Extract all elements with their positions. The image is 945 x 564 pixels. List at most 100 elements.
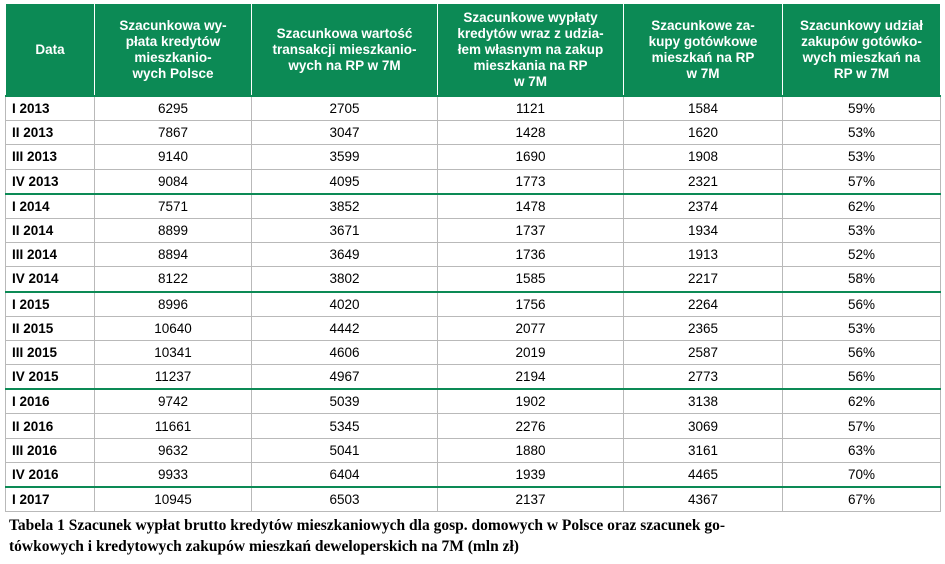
cell-transaction-value: 3599 (251, 144, 438, 170)
cell-transaction-value: 3047 (251, 120, 438, 146)
cell-cash-share: 70% (782, 462, 941, 488)
table-row: I 2014 7571 3852 1478 2374 62% (5, 192, 941, 219)
cell-loan-payouts: 7867 (94, 120, 252, 146)
cell-loan-payouts: 9140 (94, 144, 252, 170)
table-row: III 2016 9632 5041 1880 3161 63% (5, 438, 941, 463)
cell-cash-purchases: 1620 (623, 120, 783, 146)
cell-date: I 2015 (5, 290, 95, 317)
table-row: IV 2014 8122 3802 1585 2217 58% (5, 266, 941, 292)
cell-cash-share: 56% (782, 290, 941, 317)
cell-cash-purchases: 4367 (623, 486, 783, 513)
table-row: II 2013 7867 3047 1428 1620 53% (5, 120, 941, 146)
cell-transaction-value: 3802 (251, 266, 438, 292)
cell-cash-purchases: 2587 (623, 340, 783, 366)
table-row: I 2016 9742 5039 1902 3138 62% (5, 388, 941, 415)
header-date: Data (5, 3, 95, 97)
cell-date: I 2013 (5, 95, 95, 122)
cell-loan-payouts: 10945 (94, 486, 252, 513)
cell-cash-share: 59% (782, 95, 941, 122)
cell-cash-purchases: 2321 (623, 169, 783, 195)
cell-loan-payouts: 7571 (94, 192, 252, 219)
cell-date: II 2016 (5, 413, 95, 439)
cell-date: I 2017 (5, 486, 95, 513)
cell-transaction-value: 4442 (251, 316, 438, 341)
cell-date: II 2014 (5, 218, 95, 244)
cell-loan-with-own-share: 2276 (437, 413, 624, 439)
table-row: II 2016 11661 5345 2276 3069 57% (5, 413, 941, 439)
cell-transaction-value: 4606 (251, 340, 438, 366)
cell-loan-payouts: 9742 (94, 388, 252, 415)
header-row: Data Szacunkowa wy-płata kredytów mieszka… (5, 3, 941, 97)
table-row: I 2013 6295 2705 1121 1584 59% (5, 95, 941, 122)
cell-transaction-value: 5041 (251, 438, 438, 463)
cell-transaction-value: 3671 (251, 218, 438, 244)
cell-cash-purchases: 4465 (623, 462, 783, 488)
cell-cash-share: 53% (782, 144, 941, 170)
cell-loan-with-own-share: 1428 (437, 120, 624, 146)
cell-cash-purchases: 3069 (623, 413, 783, 439)
cell-cash-share: 62% (782, 388, 941, 415)
cell-date: II 2015 (5, 316, 95, 341)
cell-loan-with-own-share: 1736 (437, 242, 624, 268)
cell-cash-share: 58% (782, 266, 941, 292)
cell-transaction-value: 6404 (251, 462, 438, 488)
cell-cash-purchases: 1934 (623, 218, 783, 244)
cell-loan-with-own-share: 1756 (437, 290, 624, 317)
cell-date: IV 2013 (5, 169, 95, 195)
cell-cash-purchases: 1584 (623, 95, 783, 122)
cell-loan-payouts: 11661 (94, 413, 252, 439)
table-body: I 2013 6295 2705 1121 1584 59% II 2013 7867 3047… (5, 95, 941, 513)
cell-cash-purchases: 1908 (623, 144, 783, 170)
table-row: IV 2015 11237 4967 2194 2773 56% (5, 364, 941, 390)
cell-cash-purchases: 2374 (623, 192, 783, 219)
cell-cash-share: 63% (782, 438, 941, 463)
cell-cash-share: 53% (782, 218, 941, 244)
cell-loan-payouts: 8894 (94, 242, 252, 268)
cell-date: IV 2014 (5, 266, 95, 292)
cell-date: IV 2016 (5, 462, 95, 488)
cell-loan-payouts: 8996 (94, 290, 252, 317)
cell-cash-share: 57% (782, 413, 941, 439)
cell-cash-purchases: 3138 (623, 388, 783, 415)
cell-transaction-value: 6503 (251, 486, 438, 513)
cell-loan-payouts: 10341 (94, 340, 252, 366)
cell-transaction-value: 5039 (251, 388, 438, 415)
header-cash-purchases: Szacunkowe za-kupy gotówkowe mieszkań na … (623, 3, 783, 97)
cell-loan-payouts: 10640 (94, 316, 252, 341)
cell-date: III 2015 (5, 340, 95, 366)
cell-loan-payouts: 9084 (94, 169, 252, 195)
cell-loan-payouts: 8899 (94, 218, 252, 244)
table-row: II 2015 10640 4442 2077 2365 53% (5, 316, 941, 341)
cell-date: I 2014 (5, 192, 95, 219)
cell-loan-with-own-share: 2077 (437, 316, 624, 341)
cell-loan-payouts: 9933 (94, 462, 252, 488)
cell-date: III 2016 (5, 438, 95, 463)
table-row: II 2014 8899 3671 1737 1934 53% (5, 218, 941, 244)
table-row: III 2014 8894 3649 1736 1913 52% (5, 242, 941, 268)
cell-cash-purchases: 3161 (623, 438, 783, 463)
cell-transaction-value: 5345 (251, 413, 438, 439)
table-row: III 2013 9140 3599 1690 1908 53% (5, 144, 941, 170)
cell-loan-with-own-share: 1880 (437, 438, 624, 463)
cell-loan-with-own-share: 1902 (437, 388, 624, 415)
table-row: IV 2013 9084 4095 1773 2321 57% (5, 169, 941, 195)
cell-date: III 2013 (5, 144, 95, 170)
cell-cash-share: 56% (782, 340, 941, 366)
header-loan-with-own-share: Szacunkowe wypłaty kredytów wraz z udzia-… (437, 3, 624, 97)
cell-cash-share: 56% (782, 364, 941, 390)
table-row: III 2015 10341 4606 2019 2587 56% (5, 340, 941, 366)
cell-loan-with-own-share: 1737 (437, 218, 624, 244)
cell-loan-with-own-share: 1773 (437, 169, 624, 195)
table-row: IV 2016 9933 6404 1939 4465 70% (5, 462, 941, 488)
cell-loan-payouts: 6295 (94, 95, 252, 122)
cell-loan-with-own-share: 2137 (437, 486, 624, 513)
cell-cash-purchases: 2773 (623, 364, 783, 390)
cell-cash-purchases: 1913 (623, 242, 783, 268)
cell-transaction-value: 4095 (251, 169, 438, 195)
cell-cash-share: 57% (782, 169, 941, 195)
cell-loan-with-own-share: 2019 (437, 340, 624, 366)
cell-loan-payouts: 8122 (94, 266, 252, 292)
cell-cash-share: 53% (782, 316, 941, 341)
cell-loan-with-own-share: 1690 (437, 144, 624, 170)
cell-loan-with-own-share: 1121 (437, 95, 624, 122)
